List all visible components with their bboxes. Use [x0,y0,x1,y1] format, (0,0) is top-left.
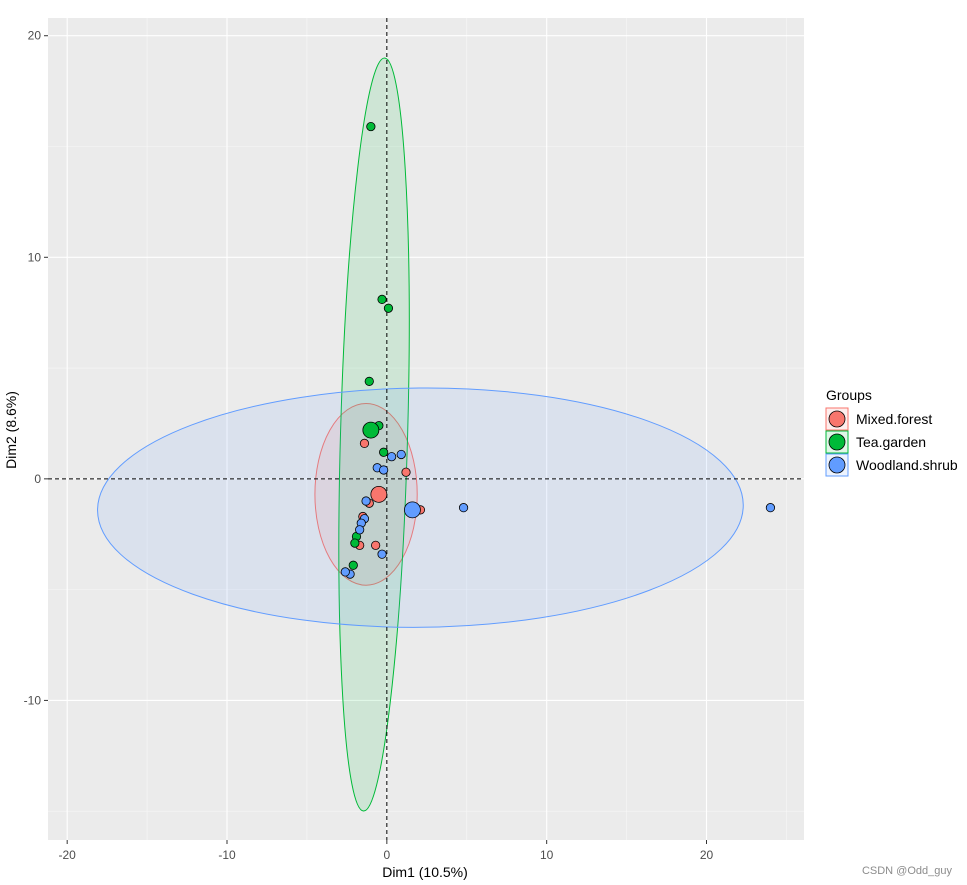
data-point [377,549,387,559]
data-point [361,496,371,506]
data-point [366,121,376,132]
x-tick-label: 10 [540,848,554,862]
data-point [401,467,411,477]
x-axis-title: Dim1 (10.5%) [382,864,468,880]
legend-key-marker [828,410,846,428]
data-point [458,503,469,513]
legend-title: Groups [826,387,872,403]
data-point [379,447,389,457]
y-axis-title: Dim2 (8.6%) [3,391,19,469]
data-point [765,503,776,513]
data-point [387,452,397,462]
data-point [383,303,394,313]
data-point [340,567,350,577]
data-point [355,525,365,535]
data-point [396,449,406,460]
x-tick-label: 20 [700,848,714,862]
watermark: CSDN @Odd_guy [862,865,953,877]
y-tick-label: 20 [28,29,42,43]
group-centroids [362,421,421,519]
minor-gridlines [48,18,804,840]
axes: -20 -10 0 10 20 -10 0 10 20 [24,29,714,862]
data-point [377,294,387,304]
reference-lines [48,18,804,840]
panel-background [48,18,804,840]
data-point [348,560,358,570]
y-tick-label: 0 [34,472,41,486]
legend-label: Tea.garden [856,434,926,450]
y-tick-label: 10 [28,250,42,264]
legend-label: Mixed.forest [856,411,932,427]
data-point [350,538,360,548]
legend-key-marker [828,456,846,474]
data-point [371,540,381,550]
y-tick-label: -10 [24,693,42,707]
x-tick-label: 0 [383,848,390,862]
x-tick-label: -20 [59,848,77,862]
data-point [359,438,370,449]
data-point [364,376,374,386]
centroid-point [370,485,388,503]
legend-label: Woodland.shrub [856,457,958,473]
centroid-point [404,501,421,519]
centroid-point [362,421,380,439]
x-tick-label: -10 [218,848,236,862]
data-point [379,465,389,475]
legend: Groups Mixed.forest Tea.garden Woodland.sh… [825,387,958,477]
legend-key-marker [828,433,846,451]
